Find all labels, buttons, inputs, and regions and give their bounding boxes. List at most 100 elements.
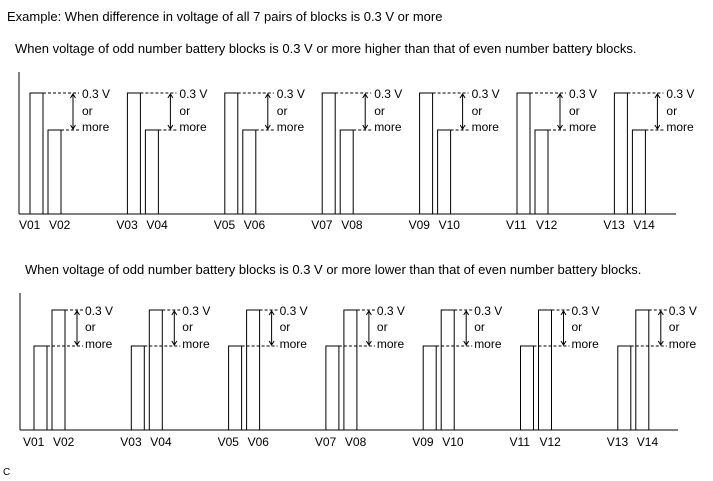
odd-block-bar xyxy=(613,92,628,215)
arrow-head-down-icon xyxy=(74,340,80,346)
even-block-label: V04 xyxy=(150,435,172,449)
odd-block-bar xyxy=(321,92,336,215)
even-block-label: V14 xyxy=(637,435,659,449)
odd-block-label: V05 xyxy=(218,435,240,449)
annotation-or: or xyxy=(669,320,680,334)
even-block-label: V04 xyxy=(146,218,168,232)
odd-block-label: V07 xyxy=(315,435,337,449)
arrow-head-up-icon xyxy=(268,310,275,316)
even-block-bar xyxy=(148,309,163,431)
annotation-or: or xyxy=(280,320,291,334)
arrow-head-up-icon xyxy=(463,310,470,316)
odd-block-label: V05 xyxy=(214,218,236,232)
arrow-head-down-icon xyxy=(657,340,664,346)
even-block-label: V02 xyxy=(53,435,75,449)
odd-block-bar xyxy=(422,345,437,431)
even-block-bar xyxy=(437,129,452,215)
annotation-value: 0.3 V xyxy=(280,304,308,318)
arrow-head-up-icon xyxy=(557,93,563,99)
annotation-or: or xyxy=(666,104,677,118)
arrow-head-up-icon xyxy=(459,93,466,99)
annotation-more: more xyxy=(179,120,207,134)
annotation-more: more xyxy=(182,337,210,351)
annotation-or: or xyxy=(179,104,190,118)
odd-block-bar xyxy=(130,345,145,431)
even-block-label: V14 xyxy=(633,218,655,232)
odd-block-label: V09 xyxy=(412,435,434,449)
arrow-head-down-icon xyxy=(560,340,567,346)
annotation-value: 0.3 V xyxy=(669,304,697,318)
arrow-head-down-icon xyxy=(167,124,174,130)
annotation-more: more xyxy=(280,337,308,351)
annotation-or: or xyxy=(377,320,388,334)
diagram-2-caption: When voltage of odd number battery block… xyxy=(25,262,642,277)
even-block-bar xyxy=(51,309,66,431)
even-block-bar xyxy=(440,309,455,431)
arrow-head-up-icon xyxy=(362,93,369,99)
odd-block-label: V11 xyxy=(506,218,527,232)
odd-block-bar xyxy=(33,345,48,431)
even-block-label: V02 xyxy=(49,218,71,232)
odd-block-label: V13 xyxy=(607,435,629,449)
even-block-bar xyxy=(339,129,354,215)
arrow-head-up-icon xyxy=(654,93,661,99)
even-block-label: V12 xyxy=(536,218,558,232)
odd-block-label: V01 xyxy=(23,435,45,449)
odd-block-bar xyxy=(325,345,340,431)
annotation-value: 0.3 V xyxy=(82,87,110,101)
odd-block-bar xyxy=(29,92,44,215)
annotation-or: or xyxy=(472,104,483,118)
annotation-value: 0.3 V xyxy=(472,87,500,101)
arrow-head-up-icon xyxy=(70,93,76,99)
annotation-value: 0.3 V xyxy=(179,87,207,101)
annotation-or: or xyxy=(572,320,583,334)
annotation-more: more xyxy=(85,337,113,351)
odd-block-bar xyxy=(516,92,531,215)
even-block-bar xyxy=(635,309,650,431)
arrow-head-down-icon xyxy=(70,124,76,130)
even-block-bar xyxy=(246,309,261,431)
annotation-more: more xyxy=(472,120,500,134)
arrow-head-up-icon xyxy=(657,310,664,316)
annotation-or: or xyxy=(474,320,485,334)
even-block-label: V08 xyxy=(341,218,363,232)
annotation-or: or xyxy=(85,320,96,334)
annotation-value: 0.3 V xyxy=(85,304,113,318)
even-block-bar xyxy=(631,129,646,215)
arrow-head-down-icon xyxy=(365,340,372,346)
annotation-more: more xyxy=(82,120,110,134)
annotation-or: or xyxy=(374,104,385,118)
annotation-more: more xyxy=(377,337,405,351)
annotation-value: 0.3 V xyxy=(474,304,502,318)
even-block-bar xyxy=(47,129,62,215)
arrow-head-down-icon xyxy=(654,124,661,130)
odd-block-bar xyxy=(224,92,239,215)
odd-block-label: V07 xyxy=(311,218,333,232)
even-block-bar xyxy=(538,309,552,431)
arrow-head-down-icon xyxy=(264,124,271,130)
arrow-head-down-icon xyxy=(268,340,275,346)
even-block-bar xyxy=(144,129,159,215)
annotation-more: more xyxy=(277,120,305,134)
even-block-label: V10 xyxy=(439,218,461,232)
even-block-label: V06 xyxy=(248,435,270,449)
even-block-bar xyxy=(343,309,358,431)
annotation-value: 0.3 V xyxy=(569,87,597,101)
page-title: Example: When difference in voltage of a… xyxy=(7,9,443,24)
annotation-value: 0.3 V xyxy=(374,87,402,101)
arrow-head-up-icon xyxy=(171,310,178,316)
odd-block-label: V11 xyxy=(510,435,531,449)
odd-block-label: V03 xyxy=(116,218,138,232)
annotation-more: more xyxy=(666,120,694,134)
annotation-or: or xyxy=(182,320,193,334)
annotation-more: more xyxy=(474,337,502,351)
odd-block-bar xyxy=(419,92,434,215)
odd-block-bar xyxy=(520,345,534,431)
annotation-value: 0.3 V xyxy=(572,304,600,318)
arrow-head-down-icon xyxy=(557,124,563,130)
odd-block-label: V09 xyxy=(409,218,431,232)
arrow-head-down-icon xyxy=(463,340,470,346)
arrow-head-up-icon xyxy=(365,310,372,316)
